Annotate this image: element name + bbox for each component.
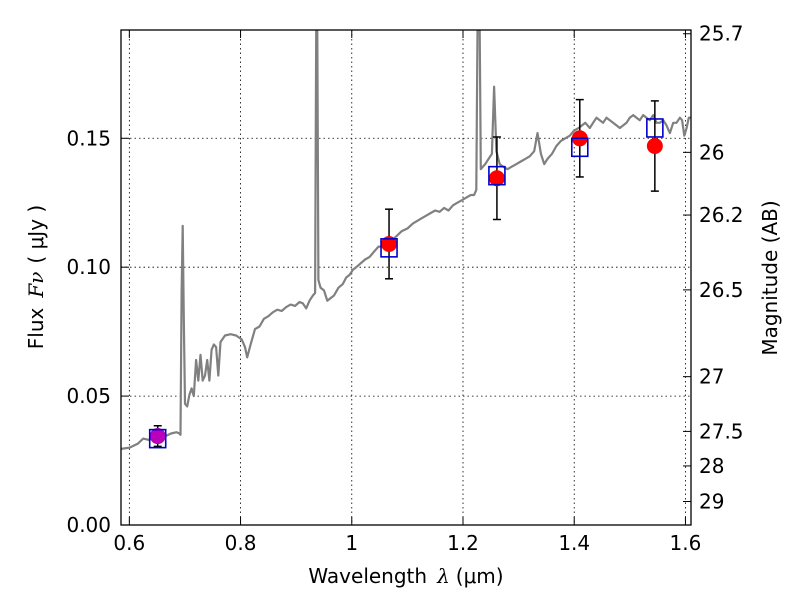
model-point xyxy=(488,165,506,186)
observed-point xyxy=(646,138,663,155)
x-tick-label: 1.6 xyxy=(670,531,702,555)
y2-tick-label: 25.7 xyxy=(699,22,744,46)
spectrum-layer xyxy=(121,30,691,450)
y-tick-label: 0.05 xyxy=(66,384,111,408)
y2-tick-label: 26.2 xyxy=(699,203,744,227)
x-tick-label: 1.4 xyxy=(558,531,590,555)
x-axis-label: Wavelength λ (μm) xyxy=(308,564,503,588)
model-point xyxy=(148,428,167,449)
model-points-layer xyxy=(148,118,664,449)
x-axis-ticks: 0.6 0.8 1 1.2 1.4 1.6 xyxy=(113,30,701,555)
y-axis-label: FluxFν( μJy ) xyxy=(24,205,48,349)
observed-point xyxy=(488,170,505,187)
x-tick-label: 0.6 xyxy=(113,531,145,555)
y2-tick-label: 26.5 xyxy=(699,278,744,302)
x-tick-label: 1.2 xyxy=(447,531,479,555)
x-tick-label: 0.8 xyxy=(225,531,257,555)
y2-tick-label: 29 xyxy=(699,489,724,513)
plot-area xyxy=(121,30,691,450)
model-point xyxy=(570,137,589,158)
x-tick-label: 1 xyxy=(345,531,358,555)
model-point xyxy=(380,238,398,258)
y-tick-label: 0.10 xyxy=(66,255,111,279)
observed-point xyxy=(381,235,398,252)
y2-tick-label: 28 xyxy=(699,454,724,478)
spectrum-line xyxy=(121,30,691,450)
y2-axis-label: Magnitude (AB) xyxy=(758,200,782,355)
y2-axis-ticks: 25.7 26 26.2 26.5 27 27.5 28 29 xyxy=(683,22,744,513)
y2-tick-label: 27 xyxy=(699,365,724,389)
observed-point xyxy=(149,428,166,445)
y-tick-label: 0.15 xyxy=(66,126,111,150)
y2-tick-label: 27.5 xyxy=(699,419,744,443)
plot-frame xyxy=(120,29,692,526)
y-axis-ticks: 0.00 0.05 0.10 0.15 xyxy=(66,126,129,537)
model-point xyxy=(646,118,664,138)
y2-tick-label: 26 xyxy=(699,140,724,164)
y-tick-label: 0.00 xyxy=(66,513,111,537)
